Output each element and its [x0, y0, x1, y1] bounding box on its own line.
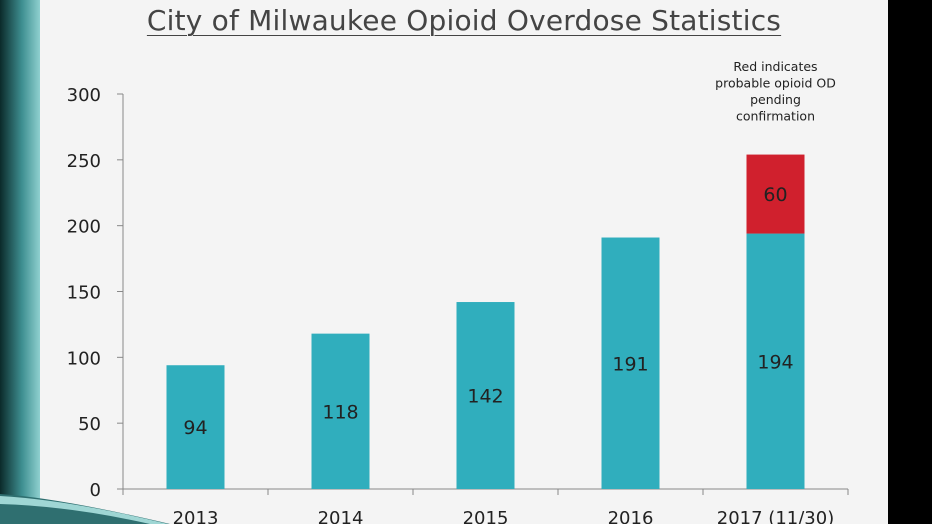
y-tick-label: 150 [67, 283, 101, 304]
chart-title: City of Milwaukee Opioid Overdose Statis… [146, 4, 782, 37]
y-tick-label: 300 [67, 85, 101, 106]
x-tick-label: 2015 [463, 508, 509, 524]
bar-confirmed [456, 302, 515, 489]
x-tick-label: 2016 [608, 508, 654, 524]
annotation-line: pending [750, 92, 801, 107]
corner-swoosh-decoration [0, 494, 170, 524]
y-tick-label: 250 [67, 151, 101, 172]
chart-bars [166, 154, 805, 489]
bar-confirmed [601, 237, 660, 489]
bar-pending [746, 154, 805, 234]
bar-confirmed [746, 233, 805, 489]
y-tick-label: 100 [67, 348, 101, 369]
bar-confirmed [166, 365, 225, 489]
bar-value-label: 94 [183, 417, 207, 439]
annotation-line: confirmation [736, 109, 815, 124]
chart-labels: 0 50 100 150 200 250 300 94 2013 118 2014 142 2015 19… [67, 59, 836, 524]
annotation-line: Red indicates [733, 59, 817, 74]
y-tick-label: 50 [78, 414, 101, 435]
x-tick-label: 2013 [173, 508, 219, 524]
bar-confirmed [311, 333, 370, 489]
bar-value-label: 60 [763, 184, 787, 206]
annotation-line: probable opioid OD [715, 76, 836, 91]
bar-value-label: 191 [612, 353, 648, 375]
bar-value-label: 194 [757, 351, 793, 373]
y-tick-label: 200 [67, 217, 101, 238]
slide-left-accent [0, 0, 40, 524]
x-tick-label: 2014 [318, 508, 364, 524]
y-tick-label: 0 [90, 480, 101, 501]
bar-value-label: 118 [322, 401, 358, 423]
x-tick-label: 2017 (11/30) [717, 508, 834, 524]
bar-value-label: 142 [467, 386, 503, 408]
